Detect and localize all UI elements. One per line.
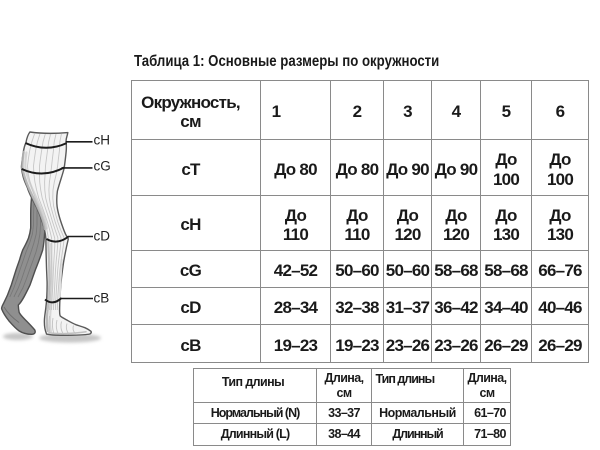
svg-text:cD: cD [94,229,111,244]
svg-text:cG: cG [94,159,111,174]
svg-text:cB: cB [94,291,110,306]
svg-text:cH: cH [94,133,111,148]
